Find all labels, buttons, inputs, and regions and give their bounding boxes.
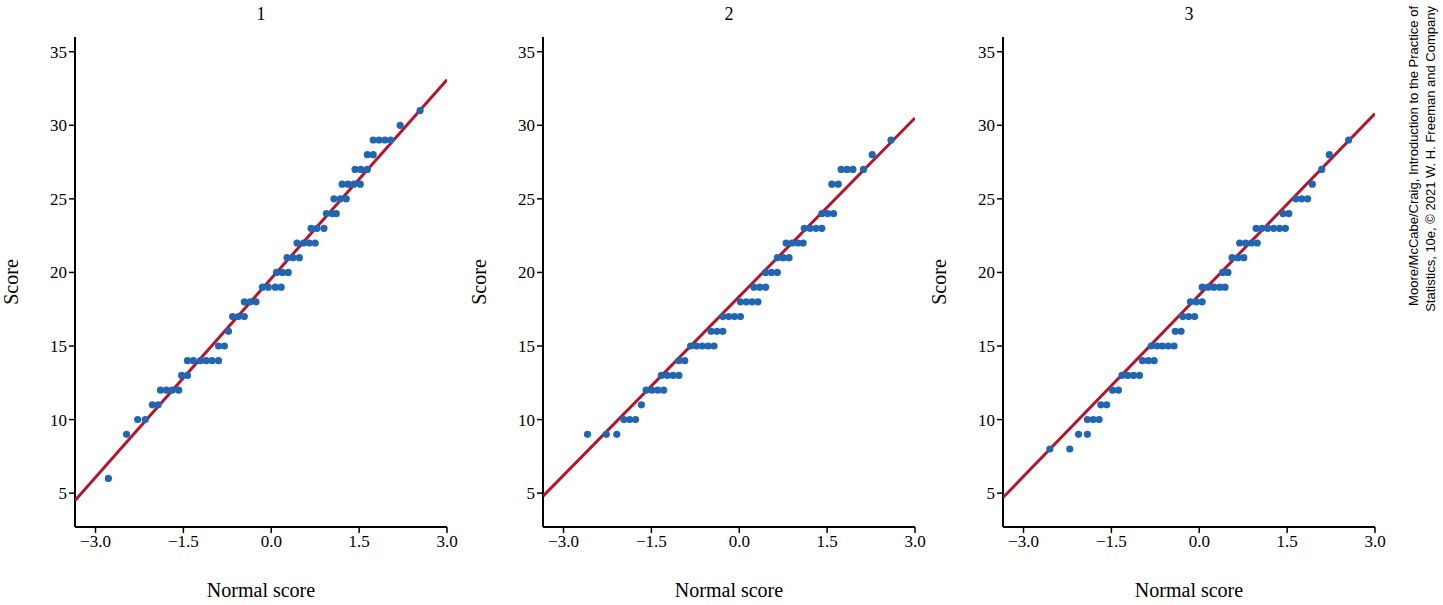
svg-text:0.0: 0.0 [729, 532, 750, 551]
svg-text:30: 30 [518, 116, 535, 135]
svg-text:15: 15 [50, 337, 67, 356]
svg-text:3.0: 3.0 [1364, 532, 1385, 551]
svg-text:1.5: 1.5 [1277, 532, 1298, 551]
svg-text:25: 25 [50, 190, 67, 209]
svg-text:3.0: 3.0 [904, 532, 925, 551]
svg-text:−1.5: −1.5 [168, 532, 199, 551]
svg-text:10: 10 [50, 411, 67, 430]
svg-text:−3.0: −3.0 [80, 532, 111, 551]
svg-text:10: 10 [518, 411, 535, 430]
svg-text:35: 35 [978, 43, 995, 62]
svg-text:−1.5: −1.5 [636, 532, 667, 551]
svg-text:30: 30 [50, 116, 67, 135]
svg-text:15: 15 [978, 337, 995, 356]
svg-text:20: 20 [518, 263, 535, 282]
svg-text:Normal score: Normal score [675, 579, 783, 601]
svg-text:−1.5: −1.5 [1096, 532, 1127, 551]
svg-text:3.0: 3.0 [436, 532, 457, 551]
svg-text:1.5: 1.5 [349, 532, 370, 551]
svg-text:Statistics, 10e, © 2021 W. H.: Statistics, 10e, © 2021 W. H. Freeman an… [1423, 6, 1435, 312]
svg-text:−3.0: −3.0 [548, 532, 579, 551]
svg-text:Score: Score [928, 259, 950, 305]
svg-text:0.0: 0.0 [1189, 532, 1210, 551]
svg-text:1: 1 [257, 4, 266, 24]
svg-text:1.5: 1.5 [817, 532, 838, 551]
svg-text:Score: Score [8, 259, 22, 305]
svg-text:Normal score: Normal score [1135, 579, 1243, 601]
svg-text:Normal score: Normal score [207, 579, 315, 601]
svg-text:10: 10 [978, 411, 995, 430]
svg-text:0.0: 0.0 [261, 532, 282, 551]
svg-text:35: 35 [518, 43, 535, 62]
svg-text:35: 35 [50, 43, 67, 62]
svg-text:20: 20 [50, 263, 67, 282]
svg-text:Moore/McCabe/Craig, Introducti: Moore/McCabe/Craig, Introduction to the … [1406, 6, 1421, 306]
svg-text:Score: Score [468, 259, 490, 305]
svg-text:25: 25 [978, 190, 995, 209]
svg-text:5: 5 [987, 484, 996, 503]
svg-text:5: 5 [59, 484, 68, 503]
svg-text:5: 5 [527, 484, 536, 503]
svg-text:3: 3 [1185, 4, 1194, 24]
svg-text:2: 2 [725, 4, 734, 24]
svg-text:−3.0: −3.0 [1008, 532, 1039, 551]
svg-text:15: 15 [518, 337, 535, 356]
svg-text:30: 30 [978, 116, 995, 135]
svg-text:20: 20 [978, 263, 995, 282]
svg-text:25: 25 [518, 190, 535, 209]
